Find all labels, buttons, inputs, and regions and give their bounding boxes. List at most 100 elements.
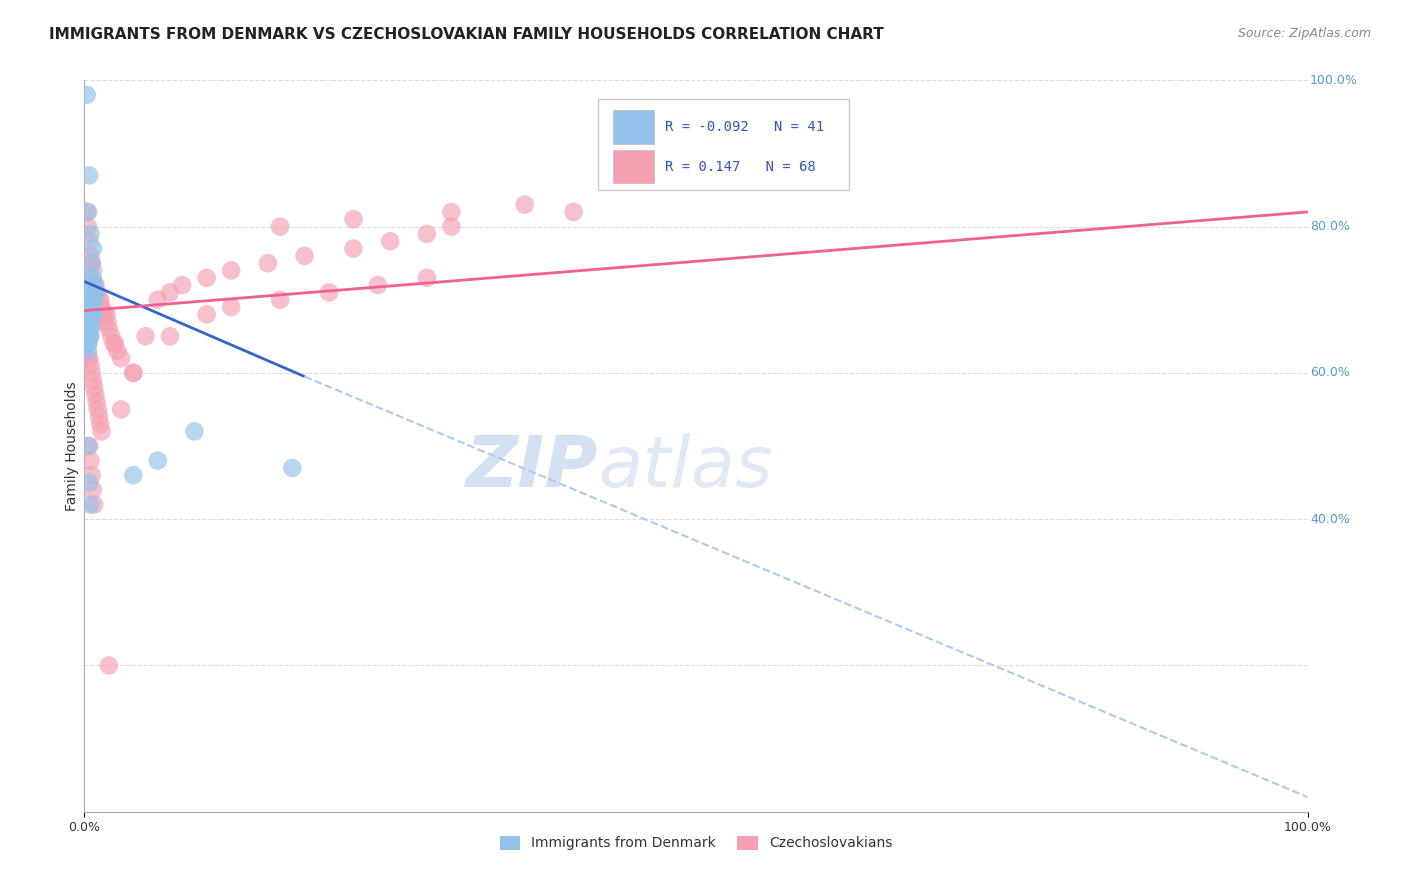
Point [82,307,104,321]
FancyBboxPatch shape [613,111,654,144]
Point [195,270,218,285]
Text: ZIP: ZIP [465,434,598,502]
Point [77,475,100,490]
Point [79,249,101,263]
Point [77,329,100,343]
Point [172,278,194,293]
Point [440,219,463,234]
Point [87,293,110,307]
Point [77,219,100,234]
Point [82,263,104,277]
Point [80,300,103,314]
Point [90,425,112,439]
Point [219,300,242,314]
Point [79,453,101,467]
Point [83,380,105,394]
Point [77,322,100,336]
Point [79,322,101,336]
Point [97,658,120,673]
Point [104,336,127,351]
Point [83,293,105,307]
Point [281,461,304,475]
Point [91,307,114,321]
Point [77,351,100,366]
Point [513,197,536,211]
Point [122,366,145,380]
Point [77,351,100,366]
Legend: Immigrants from Denmark, Czechoslovakians: Immigrants from Denmark, Czechoslovakian… [494,830,898,856]
Point [80,366,103,380]
Text: atlas: atlas [598,434,773,502]
Point [82,373,104,387]
Point [77,343,100,358]
Point [80,256,103,270]
Point [257,256,280,270]
Point [79,307,101,321]
Point [80,300,103,314]
Point [80,256,103,270]
Point [342,212,364,227]
Point [94,307,117,321]
Text: 80.0%: 80.0% [1310,220,1350,233]
Point [105,343,128,358]
Point [159,285,181,300]
Point [562,205,585,219]
Point [77,336,100,351]
Point [83,278,105,293]
Point [122,366,145,380]
Text: R = 0.147   N = 68: R = 0.147 N = 68 [665,160,815,174]
Point [87,409,110,424]
Point [83,278,105,293]
Point [416,227,439,241]
Y-axis label: Family Households: Family Households [65,381,79,511]
Point [195,307,218,321]
Point [367,278,389,293]
Point [83,285,105,300]
Point [77,439,100,453]
Point [87,402,110,417]
Point [110,351,132,366]
Point [76,87,98,102]
Point [82,293,104,307]
Point [80,315,103,329]
Point [76,322,98,336]
Point [82,483,104,497]
Point [97,322,120,336]
Point [80,300,103,314]
Point [77,439,100,453]
Point [79,270,101,285]
Point [146,453,169,467]
Point [269,219,291,234]
Point [318,285,340,300]
Point [83,498,105,512]
Text: Source: ZipAtlas.com: Source: ZipAtlas.com [1237,27,1371,40]
Point [79,498,101,512]
Point [89,417,111,431]
Point [82,270,104,285]
Text: R = -0.092   N = 41: R = -0.092 N = 41 [665,120,824,134]
Point [103,336,125,351]
Point [89,293,111,307]
Text: 40.0%: 40.0% [1310,513,1350,525]
Point [77,278,100,293]
Point [77,329,100,343]
Point [77,336,100,351]
Point [76,205,98,219]
Point [86,395,108,409]
Point [269,293,291,307]
Point [135,329,157,343]
Text: 60.0%: 60.0% [1310,367,1350,379]
Point [84,285,107,300]
Point [79,227,101,241]
Point [77,234,100,248]
Point [82,307,104,321]
Point [146,293,169,307]
Point [380,234,402,248]
Point [96,307,118,321]
Point [86,285,108,300]
Point [97,315,120,329]
Point [80,307,103,321]
Point [80,468,103,483]
Point [93,315,115,329]
Point [294,249,316,263]
